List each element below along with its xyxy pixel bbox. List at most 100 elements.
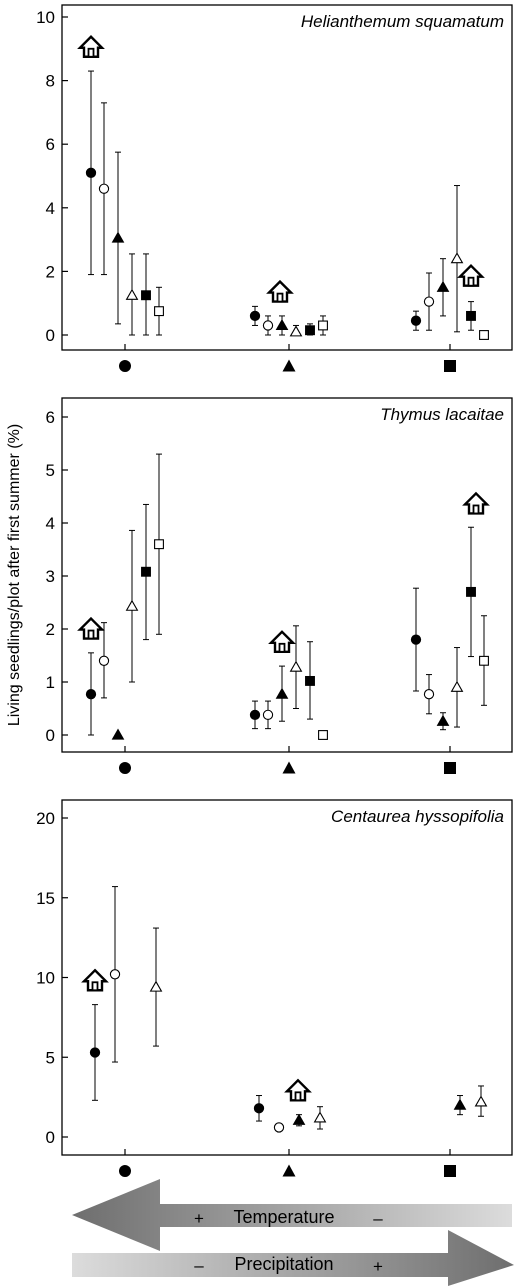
y-tick-label: 5 [46, 1048, 55, 1067]
chart-panel-helianthemum: Helianthemum squamatum 0 2 4 6 8 10 [36, 4, 513, 372]
data-point-circle-filled [253, 1103, 265, 1114]
site-triangle-icon [282, 761, 296, 774]
data-point-triangle-filled [275, 687, 289, 699]
data-point-square-open [479, 655, 489, 666]
site-circle-icon [119, 360, 131, 372]
data-point-circle-filled [249, 709, 261, 721]
data-point-square-open [318, 730, 328, 740]
house-icon-door [91, 981, 99, 992]
data-point-triangle-filled [275, 318, 289, 331]
data-point-circle-filled [410, 315, 422, 326]
data-point-triangle-filled [111, 231, 125, 243]
data-point-square-open [318, 320, 328, 331]
y-tick-label: 6 [46, 135, 55, 154]
y-tick-label: 5 [46, 461, 55, 480]
data-point-triangle-open [450, 680, 464, 692]
chart-panel-centaurea: Centaurea hyssopifolia 0 5 10 15 20 [36, 799, 513, 1177]
y-tick-label: 6 [46, 408, 55, 427]
y-tick-label: 3 [46, 567, 55, 586]
data-point-circle-open [423, 689, 435, 700]
y-tick-label: 10 [36, 969, 55, 988]
temperature-low-sign: – [373, 1209, 383, 1228]
site-square-icon [444, 1165, 456, 1177]
plot-frame [61, 799, 513, 1156]
site-triangle-icon [282, 359, 296, 372]
y-tick-label: 0 [46, 326, 55, 345]
y-tick-label: 0 [46, 726, 55, 745]
plot-frame [61, 397, 513, 753]
precipitation-high-sign: + [373, 1257, 383, 1276]
data-point-triangle-open [125, 288, 139, 300]
data-point-triangle-open [474, 1095, 488, 1107]
chart-title: Helianthemum squamatum [301, 12, 504, 31]
data-point-triangle-filled [436, 280, 450, 292]
house-icon-door [276, 292, 284, 303]
data-point-triangle-open [149, 980, 163, 992]
data-point-square-filled [466, 310, 476, 321]
data-point-square-filled [466, 586, 476, 597]
y-tick-label: 4 [46, 514, 55, 533]
precipitation-arrow: – Precipitation + [72, 1230, 514, 1286]
precipitation-low-sign: – [194, 1256, 204, 1275]
temperature-high-sign: + [194, 1209, 204, 1228]
y-tick-label: 10 [36, 8, 55, 27]
data-point-triangle-filled [436, 714, 450, 726]
data-point-circle-open [98, 183, 110, 194]
data-point-triangle-filled [453, 1098, 467, 1110]
site-triangle-icon [282, 1164, 296, 1177]
temperature-label: Temperature [233, 1207, 334, 1227]
chart-title: Thymus lacaitae [380, 405, 504, 424]
data-point-triangle-filled [292, 1113, 306, 1125]
house-icon-door [467, 276, 475, 287]
y-tick-label: 1 [46, 673, 55, 692]
data-point-triangle-open [289, 660, 303, 672]
y-tick-label: 2 [46, 262, 55, 281]
house-icon-door [87, 629, 95, 640]
data-point-square-filled [305, 325, 315, 336]
house-icon-door [294, 1091, 302, 1102]
y-tick-label: 0 [46, 1128, 55, 1147]
data-point-circle-open [262, 320, 274, 331]
data-point-circle-filled [85, 167, 97, 178]
chart-panel-thymus: Thymus lacaitae 0 1 2 3 4 5 6 [46, 397, 513, 774]
data-point-square-filled [305, 675, 315, 686]
data-point-triangle-open [313, 1111, 327, 1123]
y-tick-label: 4 [46, 199, 55, 218]
data-point-square-filled [141, 566, 151, 577]
y-axis-label: Living seedlings/plot after first summer… [6, 424, 23, 726]
data-point-triangle-open [125, 599, 139, 611]
site-square-icon [444, 762, 456, 774]
data-point-square-open [479, 330, 489, 340]
house-icon-door [472, 504, 480, 515]
data-point-square-open [154, 539, 164, 550]
data-point-circle-filled [410, 634, 422, 645]
precipitation-arrow-shape [72, 1230, 514, 1286]
y-tick-label: 20 [36, 809, 55, 828]
data-point-circle-filled [89, 1047, 101, 1058]
data-point-triangle-open [450, 252, 464, 264]
y-tick-label: 2 [46, 620, 55, 639]
data-point-circle-open [262, 709, 274, 721]
data-point-square-open [154, 306, 164, 317]
house-icon-door [87, 47, 95, 58]
site-square-icon [444, 360, 456, 372]
temperature-arrow: + Temperature – [72, 1179, 512, 1251]
precipitation-label: Precipitation [234, 1254, 333, 1274]
data-point-circle-filled [85, 689, 97, 700]
site-circle-icon [119, 762, 131, 774]
data-point-triangle-open [289, 325, 303, 337]
plot-frame [61, 4, 513, 351]
y-tick-label: 15 [36, 889, 55, 908]
house-icon-door [278, 642, 286, 653]
chart-title: Centaurea hyssopifolia [331, 807, 504, 826]
data-point-triangle-filled [111, 728, 125, 740]
temperature-arrow-shape [72, 1179, 512, 1251]
data-point-circle-open [109, 969, 121, 980]
data-point-circle-open [423, 296, 435, 307]
data-point-circle-open [98, 655, 110, 666]
data-point-square-filled [141, 290, 151, 301]
data-point-circle-open [273, 1122, 285, 1133]
site-circle-icon [119, 1165, 131, 1177]
data-point-circle-filled [249, 310, 261, 322]
